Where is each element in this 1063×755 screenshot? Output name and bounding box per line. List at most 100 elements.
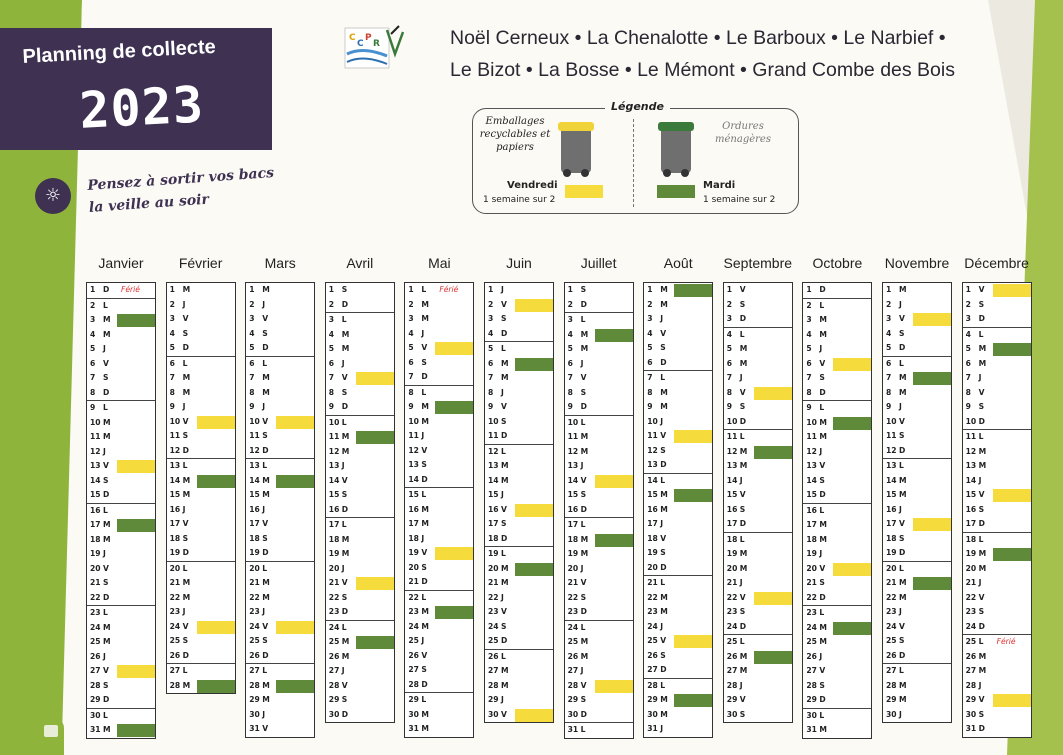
day-row: 24 D — [723, 620, 792, 635]
day-number: 18 — [169, 533, 181, 543]
day-row: 21 M — [485, 576, 553, 591]
day-number: 6 — [647, 357, 653, 367]
day-number: 25 — [169, 636, 181, 645]
day-number: 6 — [408, 357, 414, 367]
weekday-letter: L — [103, 403, 108, 412]
day-row: 24 V — [167, 620, 235, 635]
weekday-letter: M — [899, 680, 907, 690]
day-number: 3 — [249, 314, 255, 323]
day-row: 13 V — [87, 459, 155, 474]
day-number: 18 — [965, 534, 977, 544]
weekday-letter: V — [421, 343, 428, 352]
month-name: Octobre — [812, 255, 863, 271]
day-number: 23 — [726, 607, 738, 616]
weekday-letter: J — [739, 578, 743, 587]
day-number: 17 — [249, 519, 260, 528]
weekday-letter: M — [182, 373, 191, 382]
day-row: 15 D — [803, 488, 872, 504]
day-number: 30 — [408, 709, 419, 719]
weekday-letter: M — [899, 695, 907, 704]
month-days: 1 M 2 M 3 J 4 V 5 S 6 D 7 L 8 M 9 M 10 J 11 V 12 S 13 D 14 L 15 M 16 M 1… — [643, 282, 714, 738]
weekday-letter: M — [262, 695, 270, 704]
day-row: 23 J — [246, 605, 314, 620]
day-number: 25 — [249, 636, 260, 645]
weekday-letter: L — [262, 461, 268, 470]
day-row: 21 J — [724, 576, 792, 591]
weekday-letter: M — [978, 358, 987, 368]
weekday-letter: V — [899, 519, 905, 528]
day-row: 29 M — [883, 693, 951, 708]
weekday-letter: M — [262, 475, 270, 485]
green-swatch — [657, 185, 695, 198]
day-row: 17 M — [405, 517, 473, 532]
weekday-letter: S — [899, 533, 905, 543]
day-row: 12 V — [405, 444, 473, 459]
day-row: 16 V — [485, 503, 553, 518]
day-number: 21 — [567, 578, 579, 587]
day-number: 18 — [249, 533, 260, 543]
day-number: 9 — [567, 402, 573, 411]
day-row: 15 L — [405, 488, 473, 503]
day-number: 28 — [408, 679, 419, 689]
day-number: 21 — [806, 578, 817, 587]
day-number: 4 — [488, 328, 494, 338]
day-row: 13 V — [803, 459, 871, 474]
day-number: 11 — [886, 431, 897, 440]
weekday-letter: D — [660, 460, 667, 469]
day-row: 19 S — [644, 546, 712, 561]
day-number: 3 — [965, 314, 971, 323]
weekday-letter: M — [899, 475, 907, 485]
weekday-letter: D — [978, 314, 985, 323]
household-frequency: 1 semaine sur 2 — [703, 195, 776, 205]
day-row: 10 M — [803, 416, 872, 431]
weekday-letter: V — [262, 724, 269, 733]
day-row: 29 M — [246, 693, 314, 708]
day-number: 30 — [90, 710, 101, 720]
weekday-letter: L — [580, 315, 586, 324]
month-days: 1 V 2 S 3 D 4 L 5 M 6 M 7 J 8 V 9 S 10 D 11 L 12 M 13 M 14 J 15 V 16 S 1… — [722, 282, 793, 723]
day-number: 18 — [567, 534, 579, 544]
day-row: 22 D — [87, 591, 155, 606]
day-number: 15 — [647, 490, 658, 499]
day-row: 20 S — [405, 561, 473, 576]
weekday-letter: V — [660, 431, 667, 440]
month-days: 1 M 2 J 3 V 4 S 5 D 6 L 7 M 8 M 9 J 10 V 11 S 12 D 13 L 14 M 15 M 16 J 1… — [165, 282, 236, 694]
day-row: 25 J — [405, 634, 473, 649]
day-number: 16 — [249, 504, 260, 514]
day-number: 12 — [647, 445, 658, 455]
day-number: 8 — [726, 387, 733, 397]
day-row: 18 M — [87, 533, 155, 548]
weekday-letter: M — [580, 637, 589, 646]
day-number: 19 — [488, 549, 499, 558]
day-row: 21 M — [246, 576, 314, 591]
weekday-letter: M — [501, 666, 509, 675]
day-number: 9 — [647, 402, 653, 411]
day-row: 28 V — [565, 679, 633, 694]
day-number: 24 — [726, 621, 738, 631]
day-number: 6 — [726, 358, 733, 368]
day-row: 11 L — [724, 430, 792, 445]
day-row: 12 S — [644, 444, 712, 459]
day-number: 14 — [488, 475, 499, 485]
day-number: 15 — [567, 490, 579, 499]
day-row: 27 L — [246, 664, 314, 679]
day-row: 24 V — [883, 620, 951, 635]
day-number: 3 — [90, 315, 96, 324]
weekday-letter: M — [660, 695, 668, 704]
day-number: 12 — [328, 446, 340, 456]
day-number: 3 — [647, 314, 653, 323]
weekday-letter: S — [341, 490, 348, 499]
weekday-letter: M — [421, 314, 429, 323]
